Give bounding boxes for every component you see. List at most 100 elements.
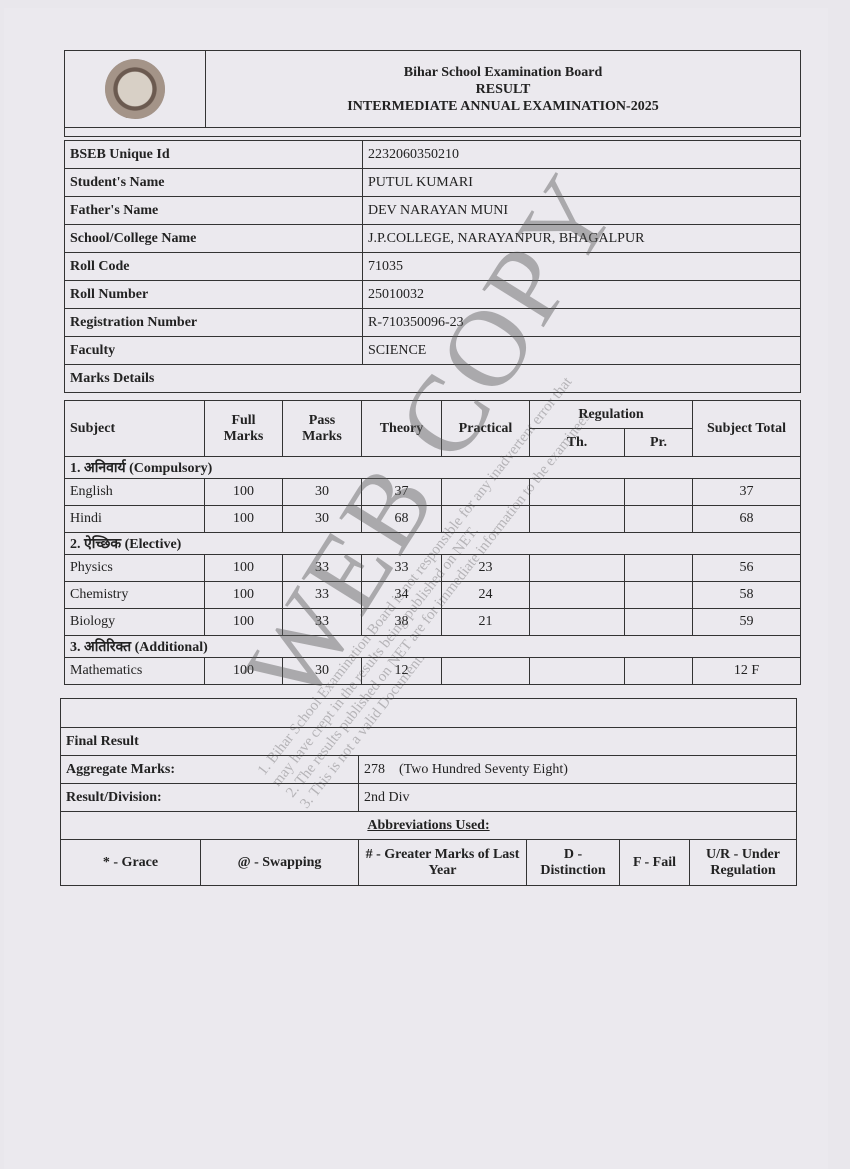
info-row: Father's Name DEV NARAYAN MUNI — [64, 196, 801, 225]
cell-practical: 21 — [441, 608, 530, 636]
table-row: Physics 100 33 33 23 56 — [64, 554, 801, 582]
abbreviations-title: Abbreviations Used: — [60, 811, 797, 840]
cell-th — [529, 554, 625, 582]
cell-practical — [441, 478, 530, 506]
registration-value: R-710350096-23 — [362, 308, 801, 337]
cell-total: 58 — [692, 581, 801, 609]
cell-full: 100 — [204, 478, 283, 506]
cell-pass: 30 — [282, 657, 362, 685]
student-info-table: BSEB Unique Id 2232060350210 Student's Na… — [64, 140, 801, 393]
col-pass-marks: Pass Marks — [282, 400, 362, 457]
col-theory: Theory — [361, 400, 442, 457]
cell-subject: English — [64, 478, 205, 506]
student-name-value: PUTUL KUMARI — [362, 168, 801, 197]
cell-pr — [624, 505, 693, 533]
cell-theory: 38 — [361, 608, 442, 636]
info-row: School/College Name J.P.COLLEGE, NARAYANP… — [64, 224, 801, 253]
info-label: Faculty — [64, 336, 363, 365]
cell-total: 56 — [692, 554, 801, 582]
cell-th — [529, 478, 625, 506]
division-label: Result/Division: — [60, 783, 359, 812]
header-title: Bihar School Examination Board RESULT IN… — [205, 50, 801, 128]
cell-total: 37 — [692, 478, 801, 506]
info-label: Student's Name — [64, 168, 363, 197]
cell-subject: Mathematics — [64, 657, 205, 685]
logo-cell — [64, 50, 206, 128]
cell-full: 100 — [204, 505, 283, 533]
info-label: Roll Code — [64, 252, 363, 281]
cell-th — [529, 608, 625, 636]
cell-th — [529, 505, 625, 533]
spacer-row — [64, 127, 801, 137]
table-row: Hindi 100 30 68 68 — [64, 505, 801, 533]
col-reg-pr: Pr. — [624, 428, 693, 457]
cell-th — [529, 581, 625, 609]
cell-pr — [624, 581, 693, 609]
info-row: Faculty SCIENCE — [64, 336, 801, 365]
abbr-grace: * - Grace — [60, 839, 201, 886]
cell-full: 100 — [204, 608, 283, 636]
roll-code-value: 71035 — [362, 252, 801, 281]
info-row: BSEB Unique Id 2232060350210 — [64, 140, 801, 169]
cell-practical: 24 — [441, 581, 530, 609]
info-label: Registration Number — [64, 308, 363, 337]
info-row: Student's Name PUTUL KUMARI — [64, 168, 801, 197]
roll-number-value: 25010032 — [362, 280, 801, 309]
cell-full: 100 — [204, 581, 283, 609]
cell-pr — [624, 554, 693, 582]
final-result-table: Final Result Aggregate Marks: 278 (Two Hu… — [60, 698, 797, 886]
cell-subject: Physics — [64, 554, 205, 582]
marks-table: Subject Full Marks Pass Marks Theory Pra… — [64, 400, 801, 685]
info-row: Roll Code 71035 — [64, 252, 801, 281]
marks-details-label: Marks Details — [64, 364, 801, 393]
blank-row — [60, 698, 797, 728]
cell-practical — [441, 505, 530, 533]
col-practical: Practical — [441, 400, 530, 457]
board-name: Bihar School Examination Board — [403, 64, 603, 80]
abbr-swapping: @ - Swapping — [200, 839, 359, 886]
bseb-seal-logo — [105, 59, 165, 119]
abbr-distinction: D - Distinction — [526, 839, 620, 886]
abbr-fail: F - Fail — [619, 839, 690, 886]
exam-name: INTERMEDIATE ANNUAL EXAMINATION-2025 — [347, 98, 659, 114]
college-value: J.P.COLLEGE, NARAYANPUR, BHAGALPUR — [362, 224, 801, 253]
abbr-under-regulation: U/R - Under Regulation — [689, 839, 797, 886]
cell-total: 12 F — [692, 657, 801, 685]
abbr-greater-marks: # - Greater Marks of Last Year — [358, 839, 527, 886]
cell-pass: 30 — [282, 478, 362, 506]
unique-id-value: 2232060350210 — [362, 140, 801, 169]
result-heading: RESULT — [475, 81, 531, 97]
col-regulation: Regulation — [529, 400, 693, 429]
cell-total: 68 — [692, 505, 801, 533]
col-subject-total: Subject Total — [692, 400, 801, 457]
final-result-label: Final Result — [60, 727, 797, 756]
cell-pr — [624, 608, 693, 636]
info-label: BSEB Unique Id — [64, 140, 363, 169]
table-row: Mathematics 100 30 12 12 F — [64, 657, 801, 685]
cell-practical: 23 — [441, 554, 530, 582]
cell-practical — [441, 657, 530, 685]
cell-full: 100 — [204, 554, 283, 582]
col-full-marks: Full Marks — [204, 400, 283, 457]
cell-full: 100 — [204, 657, 283, 685]
info-row: Registration Number R-710350096-23 — [64, 308, 801, 337]
aggregate-value: 278 (Two Hundred Seventy Eight) — [358, 755, 797, 784]
info-row: Roll Number 25010032 — [64, 280, 801, 309]
cell-theory: 12 — [361, 657, 442, 685]
cell-subject: Hindi — [64, 505, 205, 533]
cell-subject: Biology — [64, 608, 205, 636]
cell-total: 59 — [692, 608, 801, 636]
cell-theory: 37 — [361, 478, 442, 506]
paper-sheet: Bihar School Examination Board RESULT IN… — [4, 8, 828, 1169]
cell-pr — [624, 657, 693, 685]
cell-th — [529, 657, 625, 685]
info-label: Roll Number — [64, 280, 363, 309]
col-subject: Subject — [64, 400, 205, 457]
division-value: 2nd Div — [358, 783, 797, 812]
father-name-value: DEV NARAYAN MUNI — [362, 196, 801, 225]
header-table: Bihar School Examination Board RESULT IN… — [64, 50, 801, 137]
info-label: School/College Name — [64, 224, 363, 253]
info-label: Father's Name — [64, 196, 363, 225]
cell-pr — [624, 478, 693, 506]
